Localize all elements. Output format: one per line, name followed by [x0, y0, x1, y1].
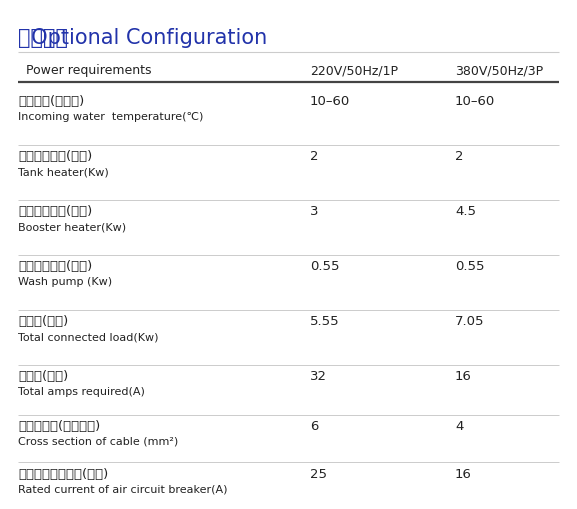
Text: 6: 6: [310, 420, 319, 433]
Text: 3: 3: [310, 205, 319, 218]
Text: 4: 4: [455, 420, 463, 433]
Text: 总电流(安培): 总电流(安培): [18, 370, 68, 383]
Text: Rated current of air circuit breaker(A): Rated current of air circuit breaker(A): [18, 485, 227, 495]
Text: 4.5: 4.5: [455, 205, 476, 218]
Text: 2: 2: [455, 150, 463, 163]
Text: Optional Configuration: Optional Configuration: [18, 28, 267, 48]
Text: 10–60: 10–60: [455, 95, 495, 108]
Text: 0.55: 0.55: [310, 260, 339, 273]
Text: 漂洗加热功率(千瓦): 漂洗加热功率(千瓦): [18, 205, 92, 218]
Text: 25: 25: [310, 468, 327, 481]
Text: Incoming water  temperature(℃): Incoming water temperature(℃): [18, 112, 203, 122]
Text: 空气开关额定电流(安培): 空气开关额定电流(安培): [18, 468, 108, 481]
Text: Cross section of cable (mm²): Cross section of cable (mm²): [18, 437, 178, 447]
Text: 可选配置: 可选配置: [18, 28, 68, 48]
Text: 0.55: 0.55: [455, 260, 485, 273]
Text: 总功率(千瓦): 总功率(千瓦): [18, 315, 68, 328]
Text: 32: 32: [310, 370, 327, 383]
Text: Booster heater(Kw): Booster heater(Kw): [18, 222, 126, 232]
Text: 进水温度(摄氏度): 进水温度(摄氏度): [18, 95, 84, 108]
Text: 10–60: 10–60: [310, 95, 350, 108]
Text: 7.05: 7.05: [455, 315, 485, 328]
Text: 16: 16: [455, 370, 472, 383]
Text: Total connected load(Kw): Total connected load(Kw): [18, 332, 159, 342]
Text: Total amps required(A): Total amps required(A): [18, 387, 145, 397]
Text: 2: 2: [310, 150, 319, 163]
Text: 水槽加热功率(千瓦): 水槽加热功率(千瓦): [18, 150, 92, 163]
Text: 清洗水泵功率(千瓦): 清洗水泵功率(千瓦): [18, 260, 92, 273]
Text: 220V/50Hz/1P: 220V/50Hz/1P: [310, 64, 398, 77]
Text: 电源线截面(平方毫米): 电源线截面(平方毫米): [18, 420, 100, 433]
Text: 380V/50Hz/3P: 380V/50Hz/3P: [455, 64, 543, 77]
Text: 5.55: 5.55: [310, 315, 340, 328]
Text: Wash pump (Kw): Wash pump (Kw): [18, 277, 112, 287]
Text: Tank heater(Kw): Tank heater(Kw): [18, 167, 108, 177]
Text: Power requirements: Power requirements: [18, 64, 152, 77]
Text: 16: 16: [455, 468, 472, 481]
